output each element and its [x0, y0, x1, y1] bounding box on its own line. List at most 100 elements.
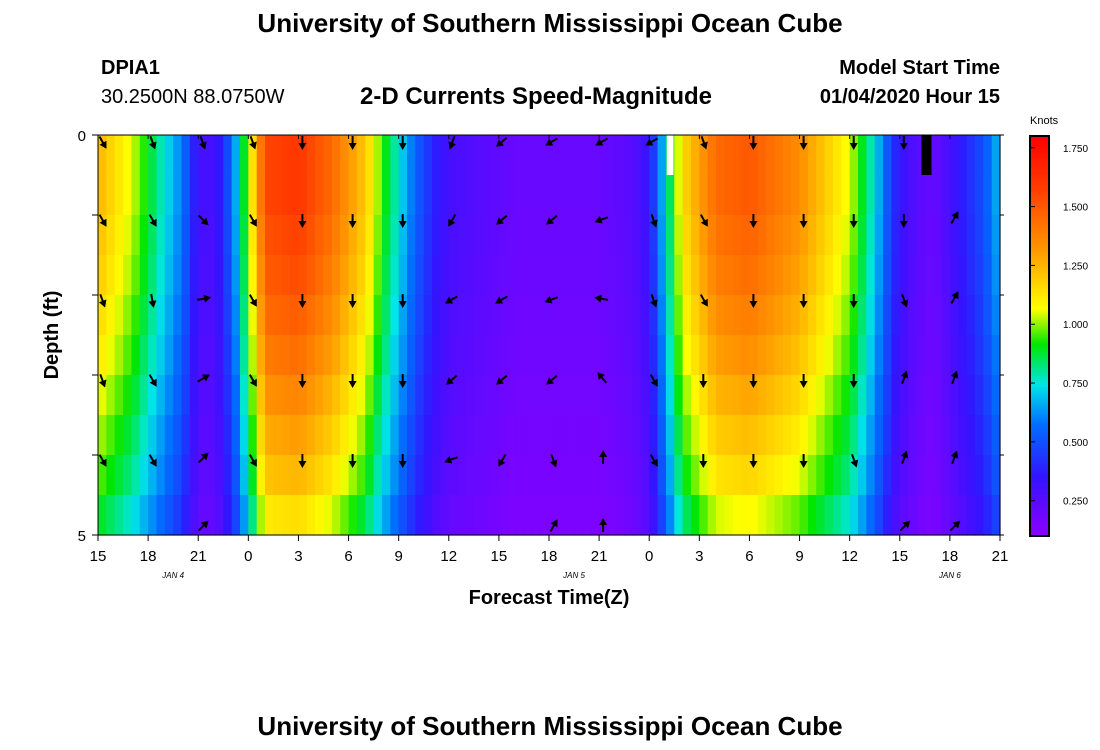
heatmap-cell: [248, 415, 258, 456]
heatmap-cell: [991, 335, 1001, 376]
heatmap-cell: [974, 135, 984, 176]
heatmap-cell: [515, 375, 525, 416]
colorbar-segment: [1030, 454, 1049, 457]
heatmap-cell: [523, 495, 533, 536]
colorbar-segment: [1030, 158, 1049, 161]
colorbar-segment: [1030, 400, 1049, 403]
heatmap-cell: [883, 375, 893, 416]
heatmap-cell: [540, 135, 550, 176]
current-vector: [298, 294, 307, 308]
heatmap-cell: [281, 255, 291, 296]
heatmap-cell: [189, 175, 199, 216]
heatmap-cell: [615, 495, 625, 536]
colorbar-segment: [1030, 386, 1049, 389]
heatmap-cell: [290, 255, 300, 296]
heatmap-cell: [991, 455, 1001, 496]
heatmap-cell: [256, 495, 266, 536]
heatmap-cell: [565, 135, 575, 176]
heatmap-cell: [465, 455, 475, 496]
colorbar-segment: [1030, 146, 1049, 149]
colorbar-segment: [1030, 278, 1049, 281]
heatmap-cell: [832, 215, 842, 256]
heatmap-cell: [899, 415, 909, 456]
heatmap-cell: [348, 295, 358, 336]
heatmap-cell: [891, 255, 901, 296]
heatmap-cell: [98, 495, 107, 536]
vector-head: [498, 458, 506, 467]
heatmap-cell: [515, 215, 525, 256]
vector-head: [951, 291, 959, 300]
heatmap-cell: [899, 335, 909, 376]
heatmap-cell: [682, 255, 692, 296]
heatmap-cell: [774, 215, 784, 256]
vector-head: [200, 217, 209, 226]
vector-head: [544, 295, 553, 304]
heatmap-cell: [239, 175, 249, 216]
heatmap-cell: [173, 495, 183, 536]
vector-head: [398, 143, 407, 150]
current-vector: [950, 211, 959, 224]
heatmap-cell: [674, 375, 684, 416]
heatmap-cell: [766, 495, 776, 536]
heatmap-cell: [682, 295, 692, 336]
heatmap-cell: [749, 295, 759, 336]
heatmap-cell: [407, 415, 416, 456]
heatmap-cell: [407, 455, 416, 496]
heatmap-cell: [716, 455, 725, 496]
heatmap-cell: [457, 415, 467, 456]
heatmap-cell: [624, 455, 634, 496]
heatmap-cell: [156, 495, 166, 536]
heatmap-cell: [866, 495, 876, 536]
heatmap-cell: [490, 415, 500, 456]
heatmap-cell: [774, 295, 784, 336]
current-vector: [649, 454, 658, 467]
heatmap-cell: [816, 295, 826, 336]
heatmap-cell: [181, 295, 191, 336]
heatmap-cell: [181, 375, 191, 416]
current-vector: [248, 374, 257, 387]
heatmap-cell: [290, 295, 300, 336]
heatmap-cell: [749, 255, 759, 296]
heatmap-cell: [599, 255, 609, 296]
current-vector: [495, 295, 508, 304]
heatmap-cell: [816, 415, 826, 456]
heatmap-cell: [716, 495, 725, 536]
current-vector: [248, 454, 257, 467]
heatmap-cell: [189, 495, 199, 536]
heatmap-cell: [198, 375, 208, 416]
heatmap-cell: [757, 295, 767, 336]
colorbar-segment: [1030, 262, 1049, 265]
heatmap-cell: [699, 495, 709, 536]
heatmap-cell: [206, 455, 216, 496]
colorbar-segment: [1030, 414, 1049, 417]
colorbar-segment: [1030, 144, 1049, 147]
vector-head: [148, 300, 157, 308]
heatmap-cell: [665, 215, 675, 256]
heatmap-cell: [615, 215, 625, 256]
heatmap-cell: [549, 215, 558, 256]
heatmap-cell: [473, 135, 483, 176]
current-vector: [444, 455, 458, 464]
colorbar-segment: [1030, 340, 1049, 343]
heatmap-cell: [741, 295, 751, 336]
vector-head: [700, 218, 708, 227]
heatmap-cell: [883, 175, 893, 216]
heatmap-cell: [757, 415, 767, 456]
heatmap-cell: [432, 175, 442, 216]
colorbar-segment: [1030, 306, 1049, 309]
heatmap-cell: [106, 495, 116, 536]
colorbar-segment: [1030, 362, 1049, 365]
heatmap-cell: [615, 455, 625, 496]
current-vectors: [98, 135, 961, 532]
heatmap-cell: [423, 335, 433, 376]
heatmap-cell: [223, 215, 233, 256]
heatmap-cell: [164, 215, 174, 256]
current-vector: [649, 374, 658, 387]
heatmap-cell: [824, 375, 834, 416]
heatmap-cell: [841, 495, 851, 536]
heatmap-cell: [131, 255, 141, 296]
colorbar-segment: [1030, 156, 1049, 159]
heatmap-cell: [465, 495, 475, 536]
colorbar-segment: [1030, 402, 1049, 405]
heatmap-cell: [649, 495, 659, 536]
